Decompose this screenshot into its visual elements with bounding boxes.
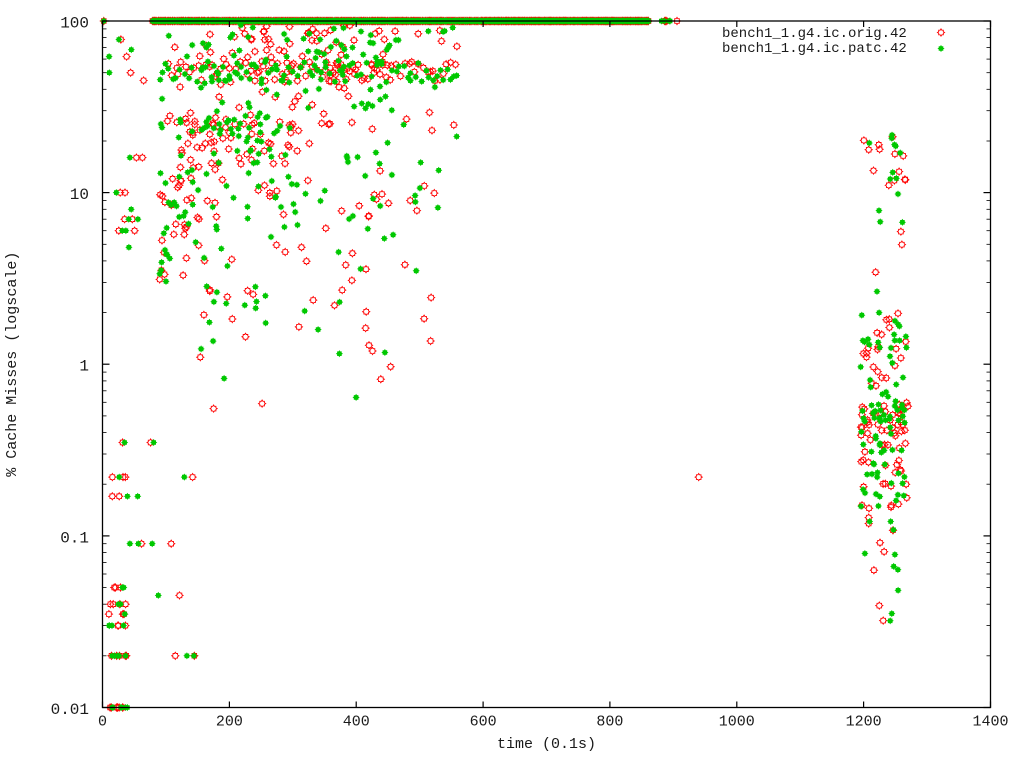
svg-text:400: 400	[343, 714, 370, 731]
svg-text:bench1_1.g4.ic.patc.42: bench1_1.g4.ic.patc.42	[722, 41, 907, 57]
svg-text:1200: 1200	[846, 714, 882, 731]
svg-text:200: 200	[216, 714, 243, 731]
svg-text:1000: 1000	[719, 714, 755, 731]
svg-text:800: 800	[596, 714, 623, 731]
svg-text:10: 10	[70, 186, 89, 204]
svg-text:% Cache Misses (logscale): % Cache Misses (logscale)	[4, 252, 21, 477]
svg-text:1400: 1400	[972, 714, 1008, 731]
svg-text:0.1: 0.1	[60, 529, 89, 547]
svg-text:100: 100	[60, 15, 89, 33]
svg-text:0.01: 0.01	[51, 701, 89, 719]
svg-text:600: 600	[470, 714, 497, 731]
svg-text:bench1_1.g4.ic.orig.42: bench1_1.g4.ic.orig.42	[722, 26, 907, 42]
svg-text:time (0.1s): time (0.1s)	[497, 736, 596, 753]
svg-text:0: 0	[98, 714, 107, 731]
svg-text:1: 1	[79, 358, 89, 376]
